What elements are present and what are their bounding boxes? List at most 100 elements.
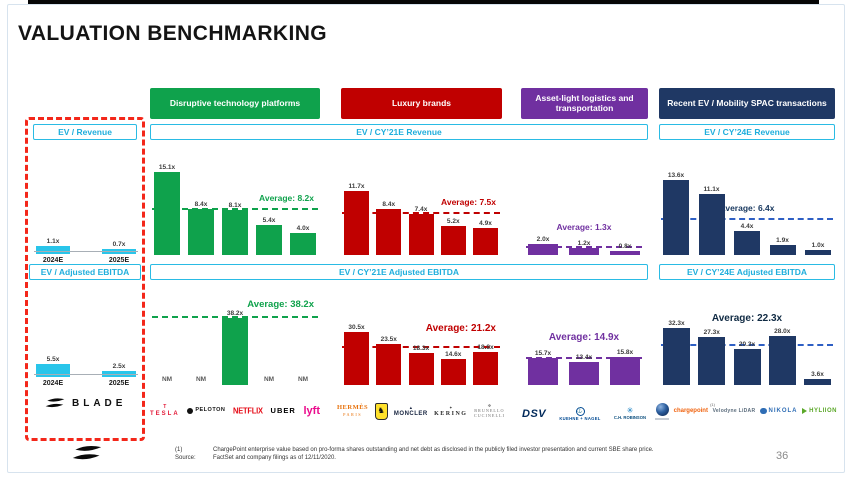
tesla-t-icon: T — [163, 404, 167, 410]
bar-value-label: 0.8x — [618, 242, 632, 250]
bar-value-label: 4.0x — [296, 225, 310, 232]
bar-row: 15.7x 13.4x 15.8x — [526, 292, 642, 385]
blade-wordmark: BLADE — [72, 397, 127, 409]
bar — [698, 193, 725, 255]
bar-group-2025E: 2.5x 2025E — [102, 363, 136, 387]
bar-group-Brunello Cucinelli: 4.9x — [473, 220, 498, 255]
bar-value-label: 13.6x — [667, 172, 685, 180]
bar-value-label: 18.3x — [412, 344, 430, 352]
average-line — [526, 356, 642, 359]
bar-value-label: 0.7x — [112, 241, 126, 249]
bar-group-2025E: 0.7x 2025E — [102, 241, 136, 264]
bar-row: NM NM 38.2x NM NM — [152, 292, 318, 385]
bar — [733, 349, 761, 385]
bar-group-Netflix: 8.1x — [222, 202, 248, 255]
bar-value-label: 1.9x — [776, 236, 789, 244]
kering-owl-icon: ✦ — [449, 404, 453, 410]
bar-value-label: 32.3x — [668, 320, 685, 328]
spac-ebitda-chart: Average: 22.3x 32.3x 27.3x 20.3x 28.0x 3.6x — [661, 292, 833, 385]
bar — [473, 228, 498, 255]
tiny-logo-text — [655, 417, 669, 420]
moncler-logo: ▲ MONCLER — [393, 404, 428, 417]
source-label: Source: — [175, 455, 196, 462]
bar-group-Ferrari: 23.5x — [376, 336, 402, 385]
bar — [376, 208, 402, 255]
bar — [222, 210, 248, 255]
bar-row: 15.1x 8.4x 8.1x 5.4x 4.0x — [152, 150, 318, 255]
average-label: Average: 1.3x — [556, 221, 612, 232]
bar — [698, 337, 726, 385]
group-header-spac: Recent EV / Mobility SPAC transactions — [659, 88, 835, 119]
bar — [473, 352, 498, 385]
bar — [768, 336, 796, 385]
blade-rotor-icon — [45, 398, 65, 408]
bar-value-label: 15.7x — [534, 349, 552, 357]
cy21-revenue-label: EV / CY’21E Revenue — [150, 124, 648, 140]
average-line — [661, 343, 833, 346]
category-label: 2025E — [108, 380, 130, 387]
category-label: 2025E — [108, 257, 130, 264]
bar-value-label: 27.3x — [703, 329, 720, 337]
bar — [344, 331, 369, 385]
bar-value-label: NM — [195, 376, 207, 383]
peloton-logo: PELOTON — [187, 408, 225, 414]
bar-value-label: 15.8x — [616, 349, 634, 357]
average-line — [342, 211, 500, 214]
nikola-logo: NIKOLA — [760, 407, 798, 415]
bar-group-Netflix: 38.2x — [222, 310, 248, 385]
tesla-logo: T TESLA — [150, 404, 180, 418]
ferrari-horse-icon: ♞ — [374, 402, 388, 420]
bar — [222, 318, 248, 385]
netflix-logo: NETFLIX — [233, 405, 263, 416]
category-label: 2024E — [42, 380, 64, 387]
bar — [344, 190, 369, 255]
hyliion-arrow-icon — [802, 408, 808, 414]
ch-robinson-logo: ✳ C.H. ROBINSON — [613, 406, 646, 421]
brunello-crest-icon: ✠ — [487, 402, 492, 408]
spac-revenue-chart: Average: 6.4x 13.6x 11.1x 4.4x 1.9x 1.0x — [661, 150, 833, 255]
average-label: Average: 7.5x — [441, 196, 496, 207]
bar-value-label: 11.1x — [703, 185, 720, 193]
chargepoint-logo: chargepoint (1) — [673, 402, 715, 415]
brunello-cucinelli-logo: ✠ BRUNELLO CUCINELLI — [473, 402, 505, 418]
bar-value-label: 8.4x — [194, 200, 208, 208]
kering-logo: ✦ KERING — [434, 404, 468, 417]
footnote-superscript: (1) — [710, 402, 715, 407]
bar — [528, 244, 558, 255]
bar-group-Kuehne + Nagel: 13.4x — [569, 354, 599, 385]
logistics-ebitda-chart: Average: 14.9x 15.7x 13.4x 15.8x — [526, 292, 642, 385]
bar-value-label: 28.0x — [774, 328, 791, 335]
bar-group-Velodyne LiDAR: 4.4x — [734, 223, 760, 255]
bar-group-ChargePoint: 27.3x — [698, 329, 726, 385]
bar-group-Peloton: NM — [188, 376, 214, 385]
bar-value-label: NM — [161, 376, 173, 383]
bar — [36, 246, 70, 254]
footnote-marker: (1) — [175, 447, 183, 453]
average-line — [661, 217, 833, 220]
cy24-ebitda-label: EV / CY’24E Adjusted EBITDA — [659, 264, 835, 280]
anchor-icon: ⚓ — [575, 406, 585, 416]
bar-value-label: 5.5x — [46, 356, 60, 364]
bar-group-Kuehne + Nagel: 1.2x — [569, 240, 599, 255]
bar-value-label: 4.9x — [479, 220, 492, 228]
bar-value-label: 2.0x — [536, 236, 550, 243]
bar-group-C.H. Robinson: 15.8x — [610, 349, 640, 385]
bar-value-label: 8.1x — [228, 202, 242, 210]
blade-ebitda-label: EV / Adjusted EBITDA — [29, 264, 141, 280]
axis-line — [34, 374, 138, 375]
bar-row: 1.1x 2024E 0.7x 2025E — [34, 200, 138, 264]
bar-row: 5.5x 2024E 2.5x 2025E — [34, 323, 138, 387]
bar — [154, 171, 180, 255]
logistics-logos-row: DSV ⚓ KUEHNE + NAGEL ✳ C.H. ROBINSON — [522, 397, 646, 431]
bar-group-ChargePoint: 11.1x — [698, 185, 725, 255]
bar-group-Uber: 5.4x — [256, 217, 282, 255]
bar-row: 32.3x 27.3x 20.3x 28.0x 3.6x — [661, 292, 833, 385]
bar-value-label: 18.8x — [477, 344, 494, 352]
bar — [734, 230, 760, 255]
tech-ebitda-chart: Average: 38.2x NM NM 38.2x NM NM — [152, 292, 318, 385]
bar-group-Velodyne LiDAR: 20.3x — [733, 341, 761, 385]
cy24-revenue-label: EV / CY’24E Revenue — [659, 124, 835, 140]
dsv-logo: DSV — [522, 407, 547, 420]
globe-icon — [655, 402, 669, 416]
